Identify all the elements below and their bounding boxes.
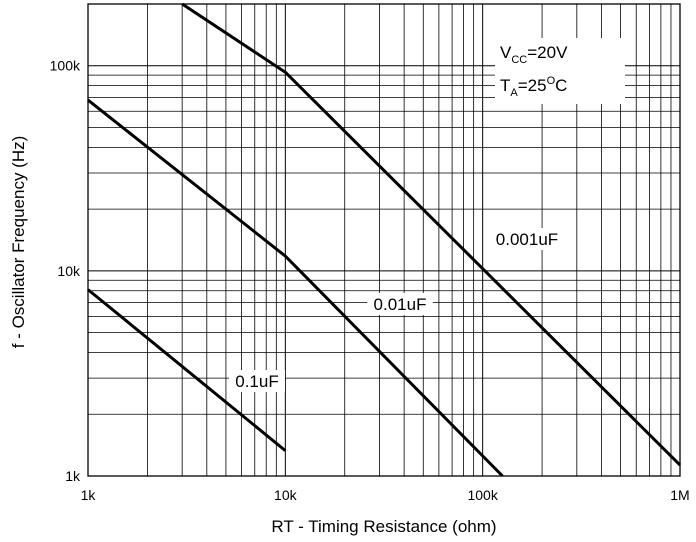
ta-annotation: TA=25OC [500,75,567,99]
y-tick-label: 10k [57,263,81,279]
annotation-box [495,38,625,104]
x-tick-label: 10k [274,487,298,503]
series-label-bg [229,370,285,392]
series-line-0.001uF [181,2,682,467]
series-label-bg [367,293,433,315]
series-label-bg [489,228,565,250]
x-tick-label: 100k [467,487,498,503]
conditions-annotation: VCC=20V TA=25OC [495,38,625,104]
y-tick-label: 100k [50,58,81,74]
series-label-text: 0.01uF [374,295,427,314]
series-labels: 0.001uF 0.01uF 0.1uF [229,228,565,392]
vcc-annotation: VCC=20V [500,43,568,66]
series-lines [87,2,682,478]
x-tick-label: 1M [670,487,689,503]
series-label-text: 0.1uF [235,372,278,391]
plot-frame [87,3,681,477]
tick-labels: 1k 10k 100k 1M 1k 10k 100k [50,58,690,503]
x-tick-label: 1k [81,487,97,503]
series-label-0.01uF: 0.01uF [367,293,433,315]
series-line-0.01uF [87,98,504,478]
x-axis-label: RT - Timing Resistance (ohm) [271,517,496,536]
series-label-0.001uF: 0.001uF [489,228,565,250]
y-axis-label: f - Oscillator Frequency (Hz) [9,136,28,349]
series-label-text: 0.001uF [496,230,558,249]
series-line-0.1uF [87,288,287,452]
y-tick-label: 1k [65,468,81,484]
series-label-0.1uF: 0.1uF [229,370,285,392]
